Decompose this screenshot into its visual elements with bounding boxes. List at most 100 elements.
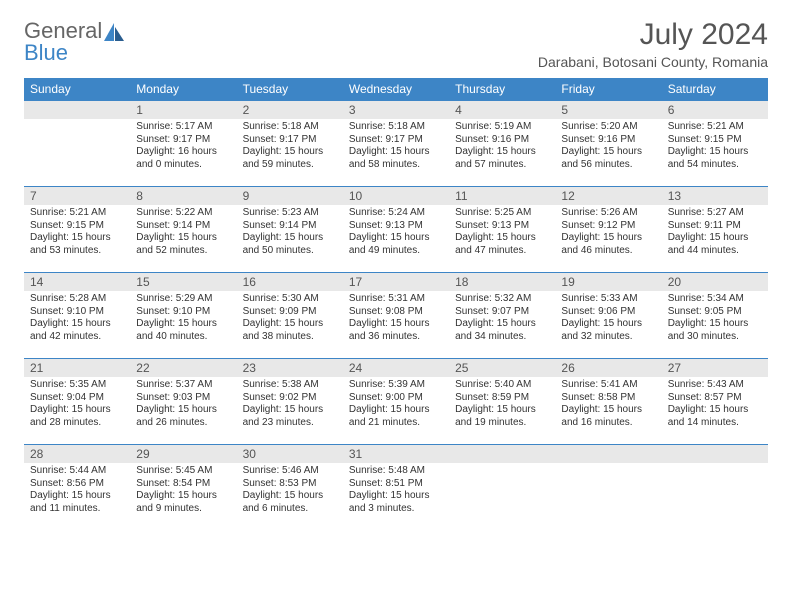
sunrise-text: Sunrise: 5:35 AM: [30, 379, 124, 392]
daylight-text-2: and 19 minutes.: [455, 417, 549, 430]
daylight-text-2: and 6 minutes.: [243, 503, 337, 516]
day-number: 29: [130, 445, 236, 463]
sunset-text: Sunset: 9:14 PM: [136, 220, 230, 233]
day-content: Sunrise: 5:43 AMSunset: 8:57 PMDaylight:…: [662, 377, 768, 433]
day-number: 20: [662, 273, 768, 291]
calendar-cell: 25Sunrise: 5:40 AMSunset: 8:59 PMDayligh…: [449, 359, 555, 445]
day-content: Sunrise: 5:31 AMSunset: 9:08 PMDaylight:…: [343, 291, 449, 347]
sunrise-text: Sunrise: 5:21 AM: [668, 121, 762, 134]
sunset-text: Sunset: 8:53 PM: [243, 478, 337, 491]
weekday-header: Monday: [130, 78, 236, 101]
sunrise-text: Sunrise: 5:45 AM: [136, 465, 230, 478]
calendar-cell: 4Sunrise: 5:19 AMSunset: 9:16 PMDaylight…: [449, 101, 555, 187]
empty-day-header: [555, 445, 661, 463]
daylight-text-2: and 21 minutes.: [349, 417, 443, 430]
weekday-header: Wednesday: [343, 78, 449, 101]
calendar-cell: 14Sunrise: 5:28 AMSunset: 9:10 PMDayligh…: [24, 273, 130, 359]
calendar-cell: 21Sunrise: 5:35 AMSunset: 9:04 PMDayligh…: [24, 359, 130, 445]
month-title: July 2024: [538, 18, 768, 52]
day-number: 31: [343, 445, 449, 463]
location: Darabani, Botosani County, Romania: [538, 54, 768, 70]
calendar-cell: 20Sunrise: 5:34 AMSunset: 9:05 PMDayligh…: [662, 273, 768, 359]
daylight-text-2: and 52 minutes.: [136, 245, 230, 258]
day-content: Sunrise: 5:39 AMSunset: 9:00 PMDaylight:…: [343, 377, 449, 433]
calendar-cell: 29Sunrise: 5:45 AMSunset: 8:54 PMDayligh…: [130, 445, 236, 531]
daylight-text-1: Daylight: 15 hours: [30, 232, 124, 245]
sunrise-text: Sunrise: 5:46 AM: [243, 465, 337, 478]
daylight-text-2: and 3 minutes.: [349, 503, 443, 516]
calendar-cell: 31Sunrise: 5:48 AMSunset: 8:51 PMDayligh…: [343, 445, 449, 531]
sunset-text: Sunset: 9:09 PM: [243, 306, 337, 319]
day-number: 14: [24, 273, 130, 291]
day-number: 26: [555, 359, 661, 377]
sunset-text: Sunset: 9:17 PM: [243, 134, 337, 147]
calendar-cell: 7Sunrise: 5:21 AMSunset: 9:15 PMDaylight…: [24, 187, 130, 273]
calendar-cell: [449, 445, 555, 531]
daylight-text-2: and 47 minutes.: [455, 245, 549, 258]
calendar-cell: 28Sunrise: 5:44 AMSunset: 8:56 PMDayligh…: [24, 445, 130, 531]
daylight-text-2: and 59 minutes.: [243, 159, 337, 172]
daylight-text-1: Daylight: 15 hours: [243, 490, 337, 503]
weekday-header: Tuesday: [237, 78, 343, 101]
daylight-text-2: and 53 minutes.: [30, 245, 124, 258]
day-number: 11: [449, 187, 555, 205]
day-number: 28: [24, 445, 130, 463]
daylight-text-2: and 58 minutes.: [349, 159, 443, 172]
daylight-text-1: Daylight: 15 hours: [243, 232, 337, 245]
day-number: 2: [237, 101, 343, 119]
daylight-text-1: Daylight: 15 hours: [136, 404, 230, 417]
day-number: 3: [343, 101, 449, 119]
day-number: 12: [555, 187, 661, 205]
sunrise-text: Sunrise: 5:40 AM: [455, 379, 549, 392]
calendar-cell: 17Sunrise: 5:31 AMSunset: 9:08 PMDayligh…: [343, 273, 449, 359]
day-number: 7: [24, 187, 130, 205]
day-number: 6: [662, 101, 768, 119]
daylight-text-1: Daylight: 15 hours: [561, 232, 655, 245]
calendar-cell: [555, 445, 661, 531]
day-number: 19: [555, 273, 661, 291]
day-content: Sunrise: 5:23 AMSunset: 9:14 PMDaylight:…: [237, 205, 343, 261]
calendar-row: 21Sunrise: 5:35 AMSunset: 9:04 PMDayligh…: [24, 359, 768, 445]
day-content: Sunrise: 5:41 AMSunset: 8:58 PMDaylight:…: [555, 377, 661, 433]
sunset-text: Sunset: 8:54 PM: [136, 478, 230, 491]
daylight-text-2: and 26 minutes.: [136, 417, 230, 430]
weekday-header-row: Sunday Monday Tuesday Wednesday Thursday…: [24, 78, 768, 101]
daylight-text-2: and 38 minutes.: [243, 331, 337, 344]
day-content: Sunrise: 5:18 AMSunset: 9:17 PMDaylight:…: [237, 119, 343, 175]
day-number: 1: [130, 101, 236, 119]
daylight-text-2: and 9 minutes.: [136, 503, 230, 516]
calendar-cell: 19Sunrise: 5:33 AMSunset: 9:06 PMDayligh…: [555, 273, 661, 359]
weekday-header: Sunday: [24, 78, 130, 101]
daylight-text-1: Daylight: 15 hours: [455, 318, 549, 331]
sunset-text: Sunset: 9:03 PM: [136, 392, 230, 405]
sunrise-text: Sunrise: 5:32 AM: [455, 293, 549, 306]
sunset-text: Sunset: 9:15 PM: [30, 220, 124, 233]
day-content: Sunrise: 5:19 AMSunset: 9:16 PMDaylight:…: [449, 119, 555, 175]
calendar-cell: [24, 101, 130, 187]
sunrise-text: Sunrise: 5:33 AM: [561, 293, 655, 306]
day-content: Sunrise: 5:25 AMSunset: 9:13 PMDaylight:…: [449, 205, 555, 261]
daylight-text-1: Daylight: 15 hours: [243, 404, 337, 417]
daylight-text-1: Daylight: 15 hours: [668, 232, 762, 245]
day-number: 18: [449, 273, 555, 291]
calendar-cell: 22Sunrise: 5:37 AMSunset: 9:03 PMDayligh…: [130, 359, 236, 445]
sunset-text: Sunset: 9:10 PM: [30, 306, 124, 319]
sunrise-text: Sunrise: 5:27 AM: [668, 207, 762, 220]
daylight-text-1: Daylight: 15 hours: [349, 490, 443, 503]
day-number: 24: [343, 359, 449, 377]
daylight-text-1: Daylight: 15 hours: [668, 146, 762, 159]
weekday-header: Thursday: [449, 78, 555, 101]
daylight-text-2: and 11 minutes.: [30, 503, 124, 516]
empty-day-header: [449, 445, 555, 463]
sunset-text: Sunset: 9:13 PM: [349, 220, 443, 233]
calendar-cell: 8Sunrise: 5:22 AMSunset: 9:14 PMDaylight…: [130, 187, 236, 273]
day-number: 9: [237, 187, 343, 205]
day-content: Sunrise: 5:24 AMSunset: 9:13 PMDaylight:…: [343, 205, 449, 261]
sunset-text: Sunset: 9:11 PM: [668, 220, 762, 233]
sunrise-text: Sunrise: 5:26 AM: [561, 207, 655, 220]
calendar-cell: 2Sunrise: 5:18 AMSunset: 9:17 PMDaylight…: [237, 101, 343, 187]
sunrise-text: Sunrise: 5:43 AM: [668, 379, 762, 392]
calendar-row: 7Sunrise: 5:21 AMSunset: 9:15 PMDaylight…: [24, 187, 768, 273]
daylight-text-1: Daylight: 15 hours: [455, 404, 549, 417]
daylight-text-1: Daylight: 15 hours: [349, 232, 443, 245]
